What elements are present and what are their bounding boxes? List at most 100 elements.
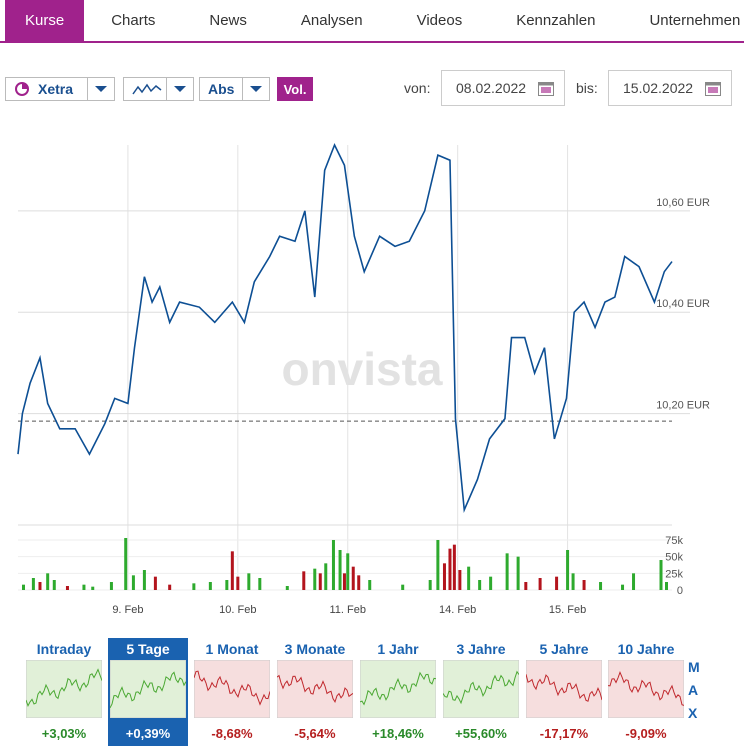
period-label: 1 Monat xyxy=(205,641,259,657)
line-icon xyxy=(132,83,162,95)
volume-bar xyxy=(82,584,86,590)
dropdown-arrow[interactable] xyxy=(166,78,193,100)
period-tile[interactable]: 10 Jahre -9,09% xyxy=(606,638,686,746)
volume-bar xyxy=(571,573,575,590)
volume-bar xyxy=(324,563,328,590)
period-change: -9,09% xyxy=(625,726,667,741)
volume-bar xyxy=(351,566,355,590)
period-tile[interactable]: 1 Monat -8,68% xyxy=(192,638,272,746)
exchange-select[interactable]: Xetra xyxy=(5,77,115,101)
volume-bar xyxy=(38,582,42,590)
volume-tick-label: 50k xyxy=(665,552,683,564)
mode-select[interactable]: Abs xyxy=(199,77,270,101)
volume-bar xyxy=(208,582,212,590)
volume-button[interactable]: Vol. xyxy=(277,77,313,101)
volume-bar xyxy=(342,573,346,590)
period-label: 3 Monate xyxy=(284,641,346,657)
sparkline xyxy=(360,660,436,718)
volume-tick-label: 25k xyxy=(665,568,683,580)
volume-bar xyxy=(21,584,25,590)
max-button[interactable]: MAX xyxy=(688,659,700,721)
volume-bar xyxy=(442,563,446,590)
volume-bar xyxy=(109,582,113,590)
tab[interactable]: Kurse xyxy=(5,0,85,41)
tab[interactable]: Videos xyxy=(416,12,463,29)
price-line xyxy=(17,143,673,514)
volume-bar xyxy=(538,578,542,590)
volume-bar xyxy=(192,583,196,590)
x-tick-label: 11. Feb xyxy=(329,604,366,616)
tab[interactable]: Analysen xyxy=(300,12,363,29)
sparkline xyxy=(608,660,684,718)
period-change: -8,68% xyxy=(211,726,253,741)
volume-bar xyxy=(436,540,440,590)
sparkline xyxy=(110,660,186,718)
volume-bar xyxy=(582,580,586,590)
dropdown-arrow[interactable] xyxy=(242,78,269,100)
volume-bar xyxy=(452,544,456,590)
period-tile[interactable]: Intraday +3,03% xyxy=(24,638,104,746)
mode-label: Abs xyxy=(208,81,235,97)
chart-type-select[interactable] xyxy=(123,77,194,101)
volume-bar xyxy=(31,578,35,590)
sparkline xyxy=(277,660,353,718)
period-tile[interactable]: 5 Jahre -17,17% xyxy=(524,638,604,746)
volume-bar xyxy=(357,575,361,590)
volume-bar xyxy=(258,578,262,590)
period-tile[interactable]: 3 Jahre +55,60% xyxy=(441,638,521,746)
to-date: 15.02.2022 xyxy=(623,80,694,96)
volume-tick-label: 75k xyxy=(665,535,683,547)
sparkline-line xyxy=(443,670,519,705)
sparkline-line xyxy=(194,670,270,706)
y-tick-label: 10,60 EUR xyxy=(656,197,710,209)
sparkline-line xyxy=(110,671,186,709)
volume-bar xyxy=(153,576,157,590)
y-tick-label: 10,40 EUR xyxy=(656,298,710,310)
volume-bar xyxy=(516,556,520,590)
from-date-input[interactable]: 08.02.2022 xyxy=(441,70,565,106)
y-tick-label: 10,20 EUR xyxy=(656,400,710,412)
to-date-input[interactable]: 15.02.2022 xyxy=(608,70,732,106)
price-chart: onvista 9. Feb 10. Feb 11. Feb 14. Feb 15. F… xyxy=(17,143,710,616)
tab[interactable]: Kennzahlen xyxy=(516,12,596,29)
volume-bar xyxy=(230,551,234,590)
period-tile[interactable]: 1 Jahr +18,46% xyxy=(358,638,438,746)
volume-bar xyxy=(236,576,240,590)
volume-bar xyxy=(368,580,372,590)
volume-bar xyxy=(458,570,462,590)
sparkline-line xyxy=(26,668,102,707)
volume-bar xyxy=(285,586,289,590)
sparkline-bg xyxy=(26,660,102,718)
period-tile[interactable]: 5 Tage +0,39% xyxy=(108,638,188,746)
volume-bar xyxy=(467,566,471,590)
dropdown-arrow[interactable] xyxy=(87,78,114,100)
volume-bar xyxy=(52,580,56,590)
period-label: 5 Tage xyxy=(108,638,188,660)
sparkline-line xyxy=(360,671,436,706)
volume-bar xyxy=(124,538,128,590)
volume-bar xyxy=(665,582,669,590)
tab[interactable]: Charts xyxy=(111,12,156,29)
sparkline-bg xyxy=(194,660,270,718)
volume-bar xyxy=(65,586,69,590)
period-label: 1 Jahr xyxy=(377,641,419,657)
volume-bar xyxy=(489,576,493,590)
period-change: +3,03% xyxy=(41,726,87,741)
period-change: +18,46% xyxy=(372,726,424,741)
period-label: 10 Jahre xyxy=(617,641,675,657)
sparkline-bg xyxy=(277,660,353,718)
calendar-icon[interactable] xyxy=(705,81,721,96)
volume-bar xyxy=(524,582,528,590)
period-change: +55,60% xyxy=(455,726,507,741)
x-tick-label: 9. Feb xyxy=(112,604,143,616)
sparkline-bg xyxy=(360,660,436,718)
tab[interactable]: News xyxy=(209,12,247,29)
x-tick-label: 14. Feb xyxy=(439,604,476,616)
tab[interactable]: Unternehmen xyxy=(649,12,741,29)
volume-bar xyxy=(247,573,251,590)
period-tile[interactable]: 3 Monate -5,64% xyxy=(275,638,355,746)
period-change: -17,17% xyxy=(539,726,589,741)
calendar-icon[interactable] xyxy=(538,81,554,96)
volume-bar xyxy=(318,573,322,590)
